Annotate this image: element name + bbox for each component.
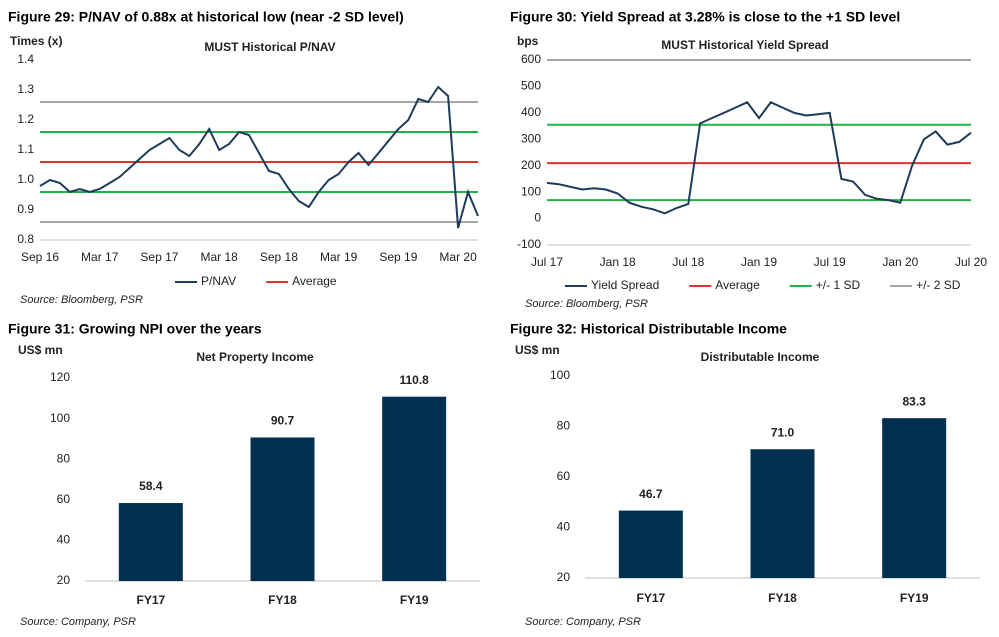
source: Source: Company, PSR	[525, 616, 641, 628]
bar	[382, 396, 447, 581]
bar	[250, 437, 315, 581]
x-tick-label: Sep 18	[260, 250, 298, 264]
data-line	[546, 101, 972, 215]
y-tick-label: 1.2	[17, 112, 34, 126]
y-tick-label: 80	[57, 451, 71, 465]
bar	[750, 449, 815, 578]
chart-title: MUST Historical Yield Spread	[661, 38, 828, 52]
y-tick-label: -100	[517, 237, 541, 251]
x-tick-label: Jul 17	[531, 255, 563, 269]
y-tick-label: 1.0	[17, 172, 34, 186]
chart-panel: Figure 29: P/NAV of 0.88x at historical …	[8, 9, 479, 306]
y-axis-label: US$ mn	[515, 343, 560, 357]
x-tick-label: FY17	[636, 591, 665, 605]
y-tick-label: 100	[521, 184, 541, 198]
y-tick-label: 40	[57, 533, 71, 547]
chart-panel: Figure 32: Historical Distributable Inco…	[510, 321, 980, 628]
figure-title: Figure 29: P/NAV of 0.88x at historical …	[8, 9, 404, 25]
y-tick-label: 0.9	[17, 202, 34, 216]
figure-title: Figure 31: Growing NPI over the years	[8, 321, 262, 337]
y-tick-label: 20	[57, 573, 71, 587]
y-axis-label: bps	[517, 34, 539, 48]
figure-title: Figure 32: Historical Distributable Inco…	[510, 321, 787, 337]
x-tick-label: Sep 19	[379, 250, 417, 264]
y-tick-label: 300	[521, 131, 541, 145]
y-tick-label: 1.4	[17, 52, 34, 66]
chart-title: MUST Historical P/NAV	[204, 40, 335, 54]
x-tick-label: Sep 17	[140, 250, 178, 264]
legend-label: +/- 2 SD	[916, 278, 961, 292]
chart-title: Distributable Income	[701, 350, 820, 364]
legend-label: Average	[715, 278, 760, 292]
y-axis-label: Times (x)	[10, 34, 62, 48]
y-tick-label: 60	[557, 469, 571, 483]
x-tick-label: Mar 19	[320, 250, 358, 264]
x-tick-label: Jul 18	[672, 255, 704, 269]
legend-label: P/NAV	[201, 274, 236, 288]
x-tick-label: Mar 18	[201, 250, 239, 264]
x-tick-label: Mar 20	[439, 250, 477, 264]
x-tick-label: Mar 17	[81, 250, 119, 264]
data-line	[39, 85, 479, 229]
x-tick-label: FY18	[268, 593, 297, 607]
x-tick-label: Sep 16	[21, 250, 59, 264]
y-tick-label: 60	[57, 492, 71, 506]
x-tick-label: Jul 20	[955, 255, 987, 269]
source: Source: Bloomberg, PSR	[525, 298, 648, 310]
source: Source: Bloomberg, PSR	[20, 294, 143, 306]
data-label: 58.4	[139, 479, 163, 493]
source: Source: Company, PSR	[20, 616, 136, 628]
bar	[882, 418, 947, 578]
bar	[618, 510, 683, 578]
y-tick-label: 500	[521, 79, 541, 93]
x-tick-label: Jan 20	[882, 255, 918, 269]
y-tick-label: 100	[550, 368, 570, 382]
bar	[118, 503, 183, 581]
x-tick-label: FY19	[400, 593, 429, 607]
data-label: 71.0	[771, 425, 795, 439]
y-tick-label: 600	[521, 52, 541, 66]
y-axis-label: US$ mn	[18, 343, 63, 357]
x-tick-label: Jul 19	[814, 255, 846, 269]
y-tick-label: 1.1	[17, 142, 34, 156]
y-tick-label: 0.8	[17, 232, 34, 246]
chart-title: Net Property Income	[196, 350, 314, 364]
y-tick-label: 0	[534, 211, 541, 225]
data-label: 46.7	[639, 487, 663, 501]
y-tick-label: 80	[557, 419, 571, 433]
data-label: 90.7	[271, 414, 295, 428]
x-tick-label: FY18	[768, 591, 797, 605]
y-tick-label: 400	[521, 105, 541, 119]
y-tick-label: 200	[521, 158, 541, 172]
x-tick-label: Jan 18	[600, 255, 636, 269]
data-label: 110.8	[399, 373, 429, 387]
y-tick-label: 100	[50, 411, 70, 425]
data-label: 83.3	[902, 394, 926, 408]
x-tick-label: FY17	[136, 593, 165, 607]
y-tick-label: 1.3	[17, 82, 34, 96]
legend-label: Yield Spread	[591, 278, 659, 292]
legend-label: +/- 1 SD	[816, 278, 861, 292]
figure-title: Figure 30: Yield Spread at 3.28% is clos…	[510, 9, 900, 25]
x-tick-label: Jan 19	[741, 255, 777, 269]
chart-panel: Figure 30: Yield Spread at 3.28% is clos…	[510, 9, 987, 310]
y-tick-label: 40	[557, 520, 571, 534]
chart-panel: Figure 31: Growing NPI over the years Net…	[8, 321, 480, 628]
legend-label: Average	[292, 274, 337, 288]
x-tick-label: FY19	[900, 591, 929, 605]
y-tick-label: 20	[557, 570, 571, 584]
y-tick-label: 120	[50, 370, 70, 384]
